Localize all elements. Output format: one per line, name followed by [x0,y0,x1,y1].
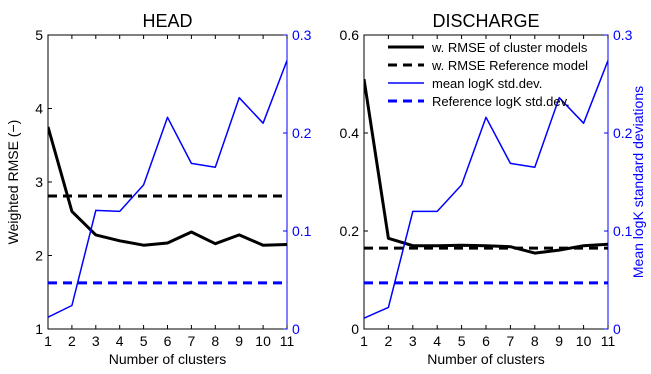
discharge-y2-tick-label: 0 [613,321,621,337]
discharge-y-tick-label: 0.4 [340,125,360,141]
legend-label: w. RMSE of cluster models [431,40,588,55]
head-plot-frame [47,34,288,330]
discharge-y2-tick-label: 0.1 [613,223,633,239]
discharge-y-tick-label: 0.2 [340,223,360,239]
discharge-y2-tick-label: 0.2 [613,125,633,141]
head-y-tick-label: 3 [35,174,43,190]
discharge-series-line-2 [364,60,608,319]
head-x-axis-label: Number of clusters [109,351,226,367]
head-x-tick-label: 10 [255,333,271,349]
head-series-group [48,60,287,318]
discharge-series-group [364,60,608,319]
legend-label: w. RMSE Reference model [431,58,588,73]
discharge-x-tick-label: 11 [601,333,616,349]
head-x-tick-label: 1 [44,333,52,349]
head-title: HEAD [142,11,192,31]
head-x-tick-label: 5 [140,333,148,349]
head-y2-tick-label: 0.2 [292,125,312,141]
discharge-x-tick-label: 5 [458,333,466,349]
head-y-tick-label: 4 [35,101,43,117]
discharge-x-tick-label: 3 [409,333,417,349]
discharge-x-tick-label: 6 [482,333,490,349]
head-series-line-2 [48,60,287,318]
head-x-tick-label: 9 [235,333,243,349]
discharge-legend: w. RMSE of cluster models w. RMSE Referen… [388,40,588,109]
discharge-title: DISCHARGE [432,11,539,31]
head-x-tick-label: 11 [280,333,295,349]
head-y2-tick-label: 0.1 [292,223,312,239]
discharge-x-tick-label: 4 [433,333,441,349]
discharge-y2-tick-label: 0.3 [613,27,633,43]
legend-label: mean logK std.dev. [432,76,542,91]
discharge-x-tick-label: 1 [360,333,368,349]
head-x-tick-label: 7 [188,333,196,349]
head-x-tick-label: 2 [68,333,76,349]
head-x-tick-label: 3 [92,333,100,349]
head-y2-tick-label: 0.3 [292,27,312,43]
discharge-y2-axis-label: Mean logK standard deviations [630,86,646,278]
head-x-tick-label: 4 [116,333,124,349]
discharge-y-tick-label: 0.6 [340,27,360,43]
discharge-y-tick-label: 0 [351,321,359,337]
head-y2-tick-label: 0 [292,321,300,337]
head-y-axis-label: Weighted RMSE (−) [5,120,21,245]
discharge-x-axis-label: Number of clusters [427,351,544,367]
discharge-x-tick-label: 2 [385,333,393,349]
head-x-tick-label: 8 [211,333,219,349]
head-x-tick-label: 6 [164,333,172,349]
head-y-tick-label: 5 [35,27,43,43]
discharge-x-tick-label: 7 [507,333,515,349]
discharge-x-tick-label: 10 [576,333,592,349]
legend-label: Reference logK std.dev. [432,94,570,109]
head-y-tick-label: 1 [35,321,43,337]
discharge-x-tick-label: 8 [531,333,539,349]
discharge-x-tick-label: 9 [555,333,563,349]
head-series-line-0 [48,126,287,247]
head-y-tick-label: 2 [35,248,43,264]
